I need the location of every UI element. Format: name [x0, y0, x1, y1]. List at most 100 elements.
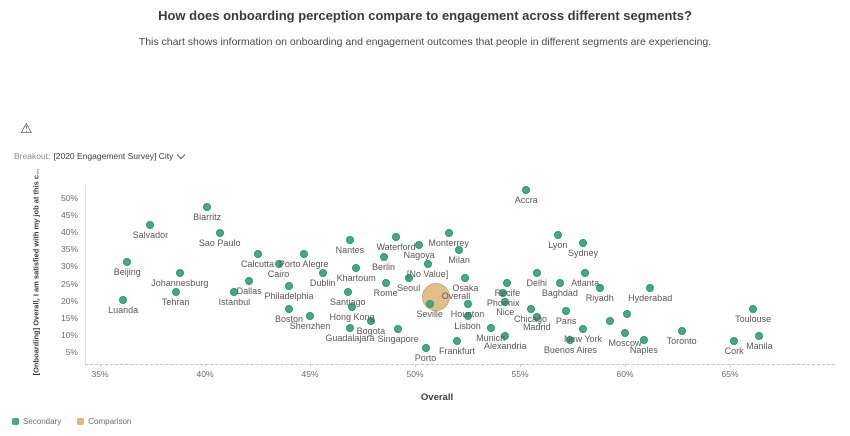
- data-point[interactable]: [453, 337, 461, 346]
- data-point[interactable]: [621, 328, 629, 337]
- data-point-label: Lisbon: [454, 320, 481, 331]
- data-point-label: Johannesburg: [151, 277, 209, 288]
- data-point[interactable]: [392, 232, 401, 241]
- data-point-label: Tehran: [161, 296, 190, 307]
- x-tick-label: 55%: [511, 369, 529, 379]
- data-point-label: Chicago: [513, 313, 548, 324]
- data-point[interactable]: [175, 268, 184, 277]
- data-point[interactable]: [348, 303, 356, 312]
- data-point[interactable]: [730, 337, 739, 346]
- data-point[interactable]: [146, 220, 155, 229]
- data-point[interactable]: [123, 258, 132, 267]
- data-point[interactable]: [245, 277, 254, 286]
- data-point[interactable]: [677, 327, 686, 336]
- data-point[interactable]: [463, 299, 472, 308]
- data-point[interactable]: [203, 203, 212, 212]
- y-tick-label: 45%: [60, 209, 78, 220]
- data-point[interactable]: [501, 332, 510, 341]
- data-point-label: [No Value]: [406, 269, 449, 280]
- data-point[interactable]: [595, 284, 604, 293]
- x-tick-label: 45%: [301, 369, 319, 379]
- data-point-label: Boston: [274, 313, 304, 324]
- data-point[interactable]: [366, 316, 375, 325]
- data-point[interactable]: [345, 236, 354, 244]
- x-tick-mark: [625, 364, 626, 367]
- data-point[interactable]: [486, 323, 495, 332]
- data-point-label: Madrid: [523, 322, 551, 333]
- data-point[interactable]: [499, 289, 508, 298]
- data-point[interactable]: [606, 316, 615, 325]
- data-point[interactable]: [394, 325, 403, 334]
- data-point-label: Accra: [514, 195, 538, 206]
- data-point[interactable]: [461, 273, 470, 282]
- data-point-label: Luanda: [108, 305, 139, 316]
- data-point[interactable]: [285, 282, 293, 291]
- data-point-label: Shenzhen: [289, 320, 331, 331]
- data-point[interactable]: [299, 249, 308, 258]
- data-point[interactable]: [318, 268, 327, 277]
- data-point[interactable]: [352, 263, 361, 272]
- legend-label-secondary: Secondary: [23, 417, 62, 426]
- data-point[interactable]: [639, 335, 648, 344]
- y-tick-label: 10%: [60, 330, 78, 341]
- data-point[interactable]: [381, 279, 390, 287]
- data-point[interactable]: [421, 344, 430, 353]
- data-point[interactable]: [646, 284, 655, 293]
- legend-item-secondary[interactable]: Secondary: [12, 417, 61, 426]
- data-point[interactable]: [553, 230, 562, 239]
- data-point[interactable]: [119, 296, 128, 305]
- x-tick-mark: [100, 364, 101, 367]
- data-point[interactable]: [230, 287, 239, 296]
- data-point[interactable]: [379, 253, 388, 262]
- data-point-label: Milan: [448, 255, 470, 266]
- data-point[interactable]: [285, 304, 293, 313]
- breakout-control[interactable]: Breakout: [2020 Engagement Survey] City: [14, 150, 186, 161]
- x-tick-label: 40%: [196, 369, 214, 379]
- data-point[interactable]: [501, 297, 510, 306]
- data-point[interactable]: [579, 325, 587, 334]
- data-point-label: Sao Paulo: [198, 238, 241, 249]
- data-point[interactable]: [526, 304, 535, 313]
- legend-label-comparison: Comparison: [88, 417, 132, 426]
- y-tick-label: 25%: [60, 278, 78, 289]
- data-point[interactable]: [522, 186, 531, 195]
- data-point[interactable]: [555, 279, 564, 287]
- data-point[interactable]: [306, 311, 314, 320]
- data-point[interactable]: [215, 229, 224, 238]
- data-point[interactable]: [579, 239, 587, 248]
- data-point[interactable]: [455, 246, 464, 255]
- data-point-label: Seville: [416, 308, 443, 319]
- data-point[interactable]: [171, 287, 180, 296]
- data-point[interactable]: [423, 260, 432, 269]
- data-point[interactable]: [755, 332, 764, 341]
- x-tick-mark: [730, 364, 731, 367]
- legend-swatch-comparison: [77, 418, 85, 425]
- data-point[interactable]: [532, 268, 541, 277]
- data-point[interactable]: [562, 306, 571, 315]
- data-point[interactable]: [749, 304, 758, 313]
- warning-icon[interactable]: ⚠: [20, 120, 33, 136]
- data-point[interactable]: [415, 241, 424, 250]
- data-point[interactable]: [345, 323, 354, 332]
- data-point-label: Moscow: [608, 337, 642, 348]
- data-point[interactable]: [425, 299, 434, 308]
- data-point-label: Houston: [450, 308, 485, 319]
- data-point[interactable]: [623, 309, 632, 318]
- data-point[interactable]: [566, 335, 575, 344]
- data-point[interactable]: [343, 287, 352, 296]
- y-tick-label: 35%: [60, 244, 78, 255]
- data-point[interactable]: [404, 273, 413, 282]
- data-point[interactable]: [444, 229, 453, 238]
- data-point[interactable]: [253, 249, 262, 258]
- data-point[interactable]: [274, 260, 283, 269]
- y-tick-label: 5%: [65, 347, 78, 358]
- data-point[interactable]: [463, 311, 472, 320]
- data-point[interactable]: [532, 313, 541, 322]
- data-point[interactable]: [503, 279, 512, 287]
- data-point-label: Naples: [629, 344, 658, 355]
- data-point[interactable]: [581, 268, 590, 277]
- breakout-value: [2020 Engagement Survey] City: [53, 151, 174, 161]
- legend-item-comparison[interactable]: Comparison: [77, 417, 131, 426]
- data-point-label: Bogota: [356, 325, 386, 336]
- data-point-label: Rome: [373, 288, 398, 298]
